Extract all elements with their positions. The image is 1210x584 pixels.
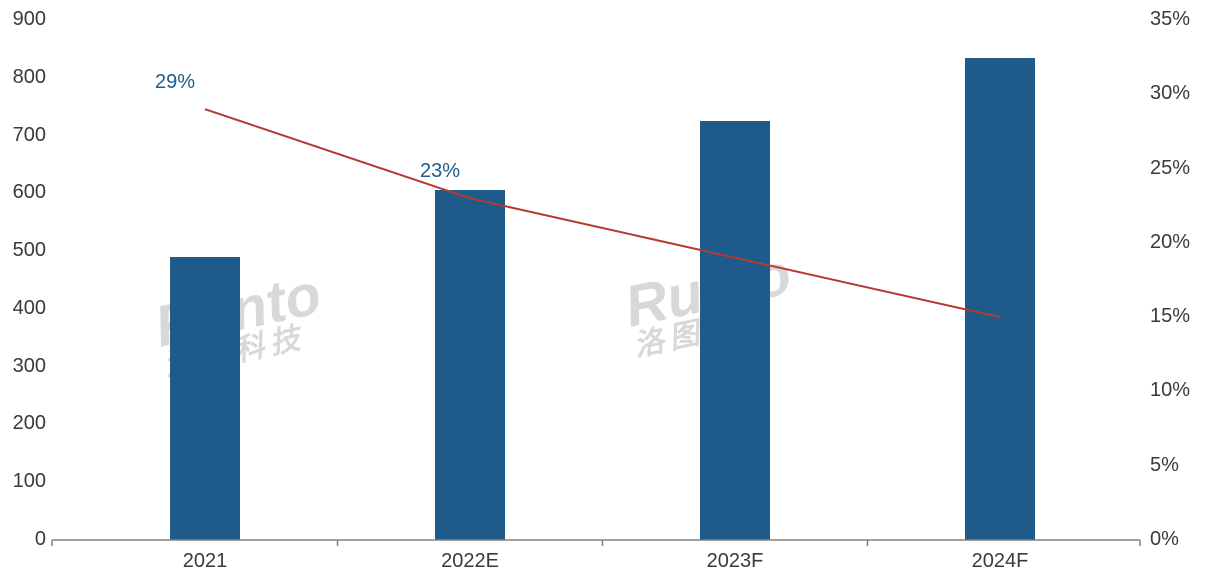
chart-container: Runto洛图科技Runto洛图科技0100200300400500600700…	[0, 0, 1210, 584]
line-series	[205, 109, 1000, 317]
chart-svg-layer	[0, 0, 1210, 584]
